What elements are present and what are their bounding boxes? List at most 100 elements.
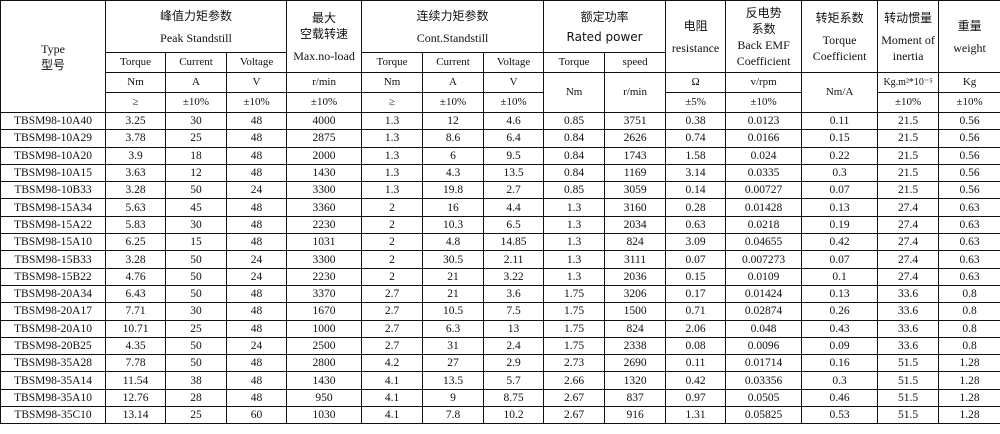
value-cell: 13	[483, 319, 545, 338]
value-cell: 1743	[604, 146, 667, 165]
rated-zh: 额定功率	[580, 10, 629, 24]
value-cell: 3160	[604, 198, 667, 217]
value-cell: 1031	[286, 233, 363, 252]
tolerance: ±10%	[422, 92, 485, 113]
value-cell: 0.01424	[725, 284, 803, 304]
value-cell: 916	[604, 406, 667, 425]
max-zh2: 空载转速	[300, 26, 349, 41]
value-cell: 12	[422, 111, 485, 131]
unit: v/rpm	[725, 72, 803, 93]
value-cell: 0.84	[543, 129, 606, 148]
value-cell: 1.75	[543, 319, 606, 338]
cont-en: Cont.Standstill	[416, 30, 489, 45]
table-row: TBSM98-15A10 6.25 15 48 1031 2 4.8 14.85 1.3 824 3…	[0, 233, 1000, 252]
model-cell: TBSM98-15A34	[0, 198, 106, 217]
value-cell: 51.5	[877, 354, 940, 373]
value-cell: 4.3	[422, 163, 485, 183]
value-cell: 48	[225, 198, 288, 217]
value-cell: 3.14	[665, 163, 727, 183]
value-cell: 27.4	[877, 250, 940, 269]
value-cell: 0.02874	[725, 302, 803, 321]
inertia-en2: inertia	[892, 48, 924, 63]
value-cell: 5.7	[483, 371, 545, 390]
value-cell: 11.54	[105, 371, 166, 390]
table-row: TBSM98-15B33 3.28 50 24 3300 2 30.5 2.11 1.3 3111…	[0, 250, 1000, 269]
value-cell: 0.07	[665, 250, 727, 269]
value-cell: 5.83	[105, 215, 166, 235]
value-cell: 0.8	[938, 284, 1000, 304]
value-cell: 0.63	[938, 215, 1000, 235]
value-cell: 0.16	[801, 354, 879, 373]
value-cell: 0.03356	[725, 371, 803, 390]
value-cell: 0.05825	[725, 406, 803, 425]
value-cell: 50	[165, 267, 227, 286]
value-cell: 0.024	[725, 146, 803, 165]
value-cell: 1.28	[938, 388, 1000, 408]
value-cell: 3.6	[483, 284, 545, 304]
table-row: TBSM98-15A22 5.83 30 48 2230 2 10.3 6.5 1.3 2034 0…	[0, 215, 1000, 235]
value-cell: 0.8	[938, 336, 1000, 356]
value-cell: 2.06	[665, 319, 727, 338]
value-cell: 0.38	[665, 111, 727, 131]
table-row: TBSM98-20A10 10.71 25 48 1000 2.7 6.3 13 1.75 824…	[0, 319, 1000, 338]
value-cell: 0.43	[801, 319, 879, 338]
value-cell: 3300	[286, 250, 363, 269]
model-cell: TBSM98-10A20	[0, 146, 106, 165]
value-cell: 0.048	[725, 319, 803, 338]
value-cell: 1.75	[543, 302, 606, 321]
model-cell: TBSM98-35C10	[0, 406, 106, 425]
value-cell: 1.75	[543, 336, 606, 356]
value-cell: 4.1	[361, 406, 424, 425]
value-cell: 0.007273	[725, 250, 803, 269]
table-row: TBSM98-15A34 5.63 45 48 3360 2 16 4.4 1.3 3160 0.2…	[0, 198, 1000, 217]
value-cell: 18	[165, 146, 227, 165]
tolerance: ±10%	[286, 92, 363, 113]
value-cell: 3751	[604, 111, 667, 131]
value-cell: 1670	[286, 302, 363, 321]
value-cell: 21.5	[877, 163, 940, 183]
value-cell: 30.5	[422, 250, 485, 269]
value-cell: 3.09	[665, 233, 727, 252]
value-cell: 2230	[286, 215, 363, 235]
value-cell: 24	[225, 267, 288, 286]
value-cell: 27	[422, 354, 485, 373]
value-cell: 2800	[286, 354, 363, 373]
value-cell: 0.00727	[725, 181, 803, 200]
unit: Nm	[361, 72, 424, 93]
peak-en: Peak Standstill	[160, 30, 232, 45]
value-cell: 21	[422, 284, 485, 304]
model-cell: TBSM98-35A10	[0, 388, 106, 408]
value-cell: 21.5	[877, 181, 940, 200]
value-cell: 824	[604, 319, 667, 338]
value-cell: 0.0096	[725, 336, 803, 356]
value-cell: 2	[361, 233, 424, 252]
value-cell: 2.7	[361, 302, 424, 321]
value-cell: 30	[165, 111, 227, 131]
value-cell: 0.13	[801, 198, 879, 217]
value-cell: 3111	[604, 250, 667, 269]
value-cell: 0.11	[665, 354, 727, 373]
value-cell: 31	[422, 336, 485, 356]
value-cell: 1.28	[938, 406, 1000, 425]
value-cell: 0.09	[801, 336, 879, 356]
value-cell: 0.22	[801, 146, 879, 165]
value-cell: 0.3	[801, 371, 879, 390]
value-cell: 33.6	[877, 319, 940, 338]
value-cell: 25	[165, 129, 227, 148]
value-cell: 48	[225, 233, 288, 252]
value-cell: 6.43	[105, 284, 166, 304]
tolerance: ±10%	[165, 92, 227, 113]
type-header: Type 型号	[0, 0, 106, 113]
value-cell: 3.25	[105, 111, 166, 131]
value-cell: 2.7	[361, 336, 424, 356]
emf-zh2: 系数	[751, 21, 776, 36]
table-row: TBSM98-20B25 4.35 50 24 2500 2.7 31 2.4 1.75 2338…	[0, 336, 1000, 356]
value-cell: 0.04655	[725, 233, 803, 252]
value-cell: 2.7	[361, 284, 424, 304]
value-cell: 12	[165, 163, 227, 183]
value-cell: 1.75	[543, 284, 606, 304]
back-emf-header: 反电势 系数 Back EMF Coefficient	[725, 0, 803, 73]
value-cell: 10.5	[422, 302, 485, 321]
value-cell: 0.28	[665, 198, 727, 217]
value-cell: 0.01428	[725, 198, 803, 217]
